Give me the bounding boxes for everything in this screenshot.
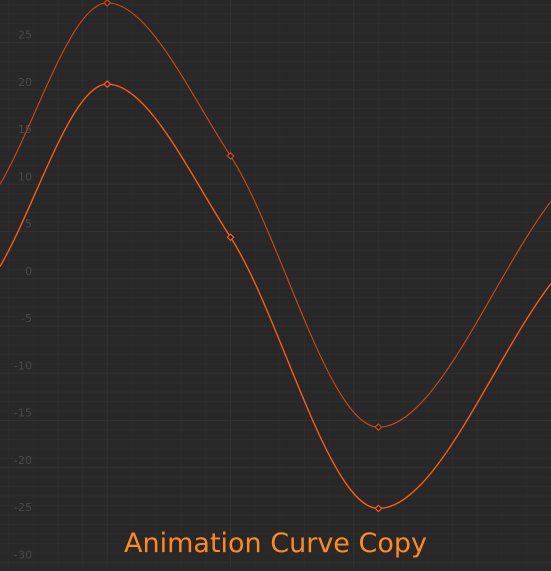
y-tick-label: -15 [14, 407, 32, 420]
y-tick-label: 20 [18, 76, 32, 89]
y-tick-label: -30 [14, 548, 32, 561]
keyframe-point[interactable] [103, 80, 112, 89]
y-tick-label: 0 [25, 265, 32, 278]
y-tick-label: -25 [14, 501, 32, 514]
y-tick-label: 5 [25, 218, 32, 231]
keyframe-point[interactable] [374, 504, 383, 513]
keyframes[interactable] [103, 0, 383, 513]
keyframe-point[interactable] [374, 423, 383, 432]
y-tick-label: 25 [18, 29, 32, 42]
curves [0, 2, 551, 510]
keyframe-point[interactable] [103, 0, 112, 7]
y-tick-label: -20 [14, 454, 32, 467]
caption-label: Animation Curve Copy [124, 528, 427, 559]
keyframe-point[interactable] [226, 233, 235, 242]
y-tick-label: -10 [14, 359, 32, 372]
keyframe-point[interactable] [226, 151, 235, 160]
y-tick-label: -5 [21, 312, 32, 325]
animation-curve-2[interactable] [0, 83, 551, 510]
y-tick-label: 10 [18, 170, 32, 183]
animation-curve-1[interactable] [0, 2, 551, 428]
